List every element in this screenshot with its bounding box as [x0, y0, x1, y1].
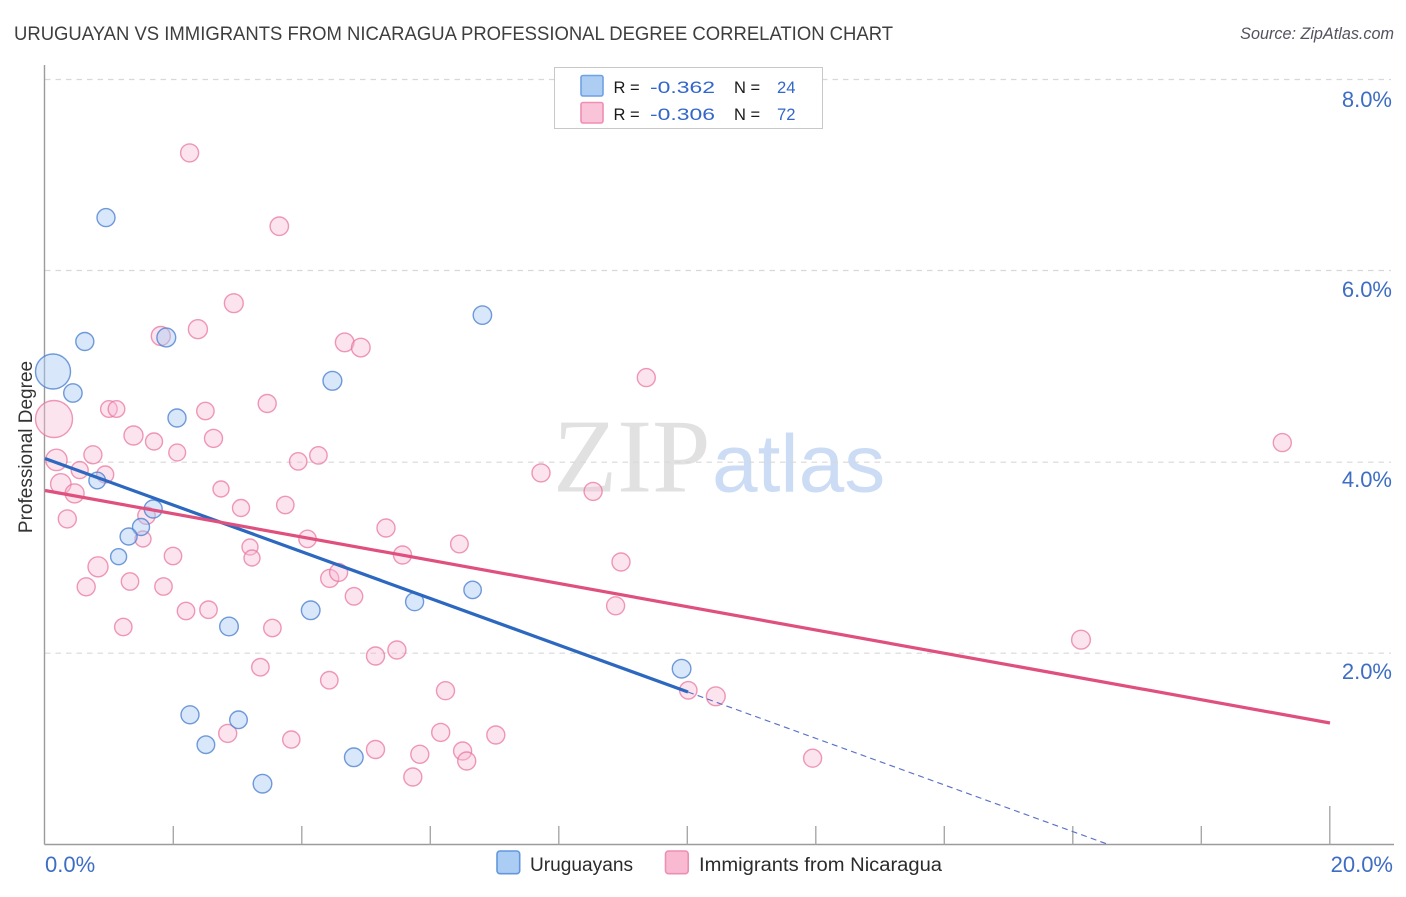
- svg-text:2.0%: 2.0%: [1342, 659, 1392, 684]
- svg-text:R =: R =: [614, 106, 640, 124]
- svg-text:N =: N =: [734, 79, 760, 97]
- svg-text:Source: ZipAtlas.com: Source: ZipAtlas.com: [1240, 25, 1394, 43]
- svg-text:N =: N =: [734, 106, 760, 124]
- svg-text:ZIP: ZIP: [553, 398, 711, 515]
- svg-text:-0.362: -0.362: [650, 79, 715, 97]
- svg-text:-0.306: -0.306: [650, 106, 715, 124]
- svg-text:20.0%: 20.0%: [1331, 852, 1393, 877]
- svg-text:Immigrants from Nicaragua: Immigrants from Nicaragua: [699, 855, 942, 876]
- svg-text:4.0%: 4.0%: [1342, 467, 1392, 492]
- svg-text:Uruguayans: Uruguayans: [530, 855, 633, 876]
- svg-text:0.0%: 0.0%: [45, 852, 95, 877]
- svg-text:atlas: atlas: [712, 419, 885, 510]
- svg-text:6.0%: 6.0%: [1342, 277, 1392, 302]
- svg-text:URUGUAYAN VS IMMIGRANTS FROM N: URUGUAYAN VS IMMIGRANTS FROM NICARAGUA P…: [14, 23, 893, 45]
- svg-text:8.0%: 8.0%: [1342, 87, 1392, 112]
- svg-text:Professional Degree: Professional Degree: [16, 361, 37, 533]
- svg-text:R =: R =: [614, 79, 640, 97]
- svg-text:72: 72: [777, 106, 796, 124]
- svg-text:24: 24: [777, 79, 796, 97]
